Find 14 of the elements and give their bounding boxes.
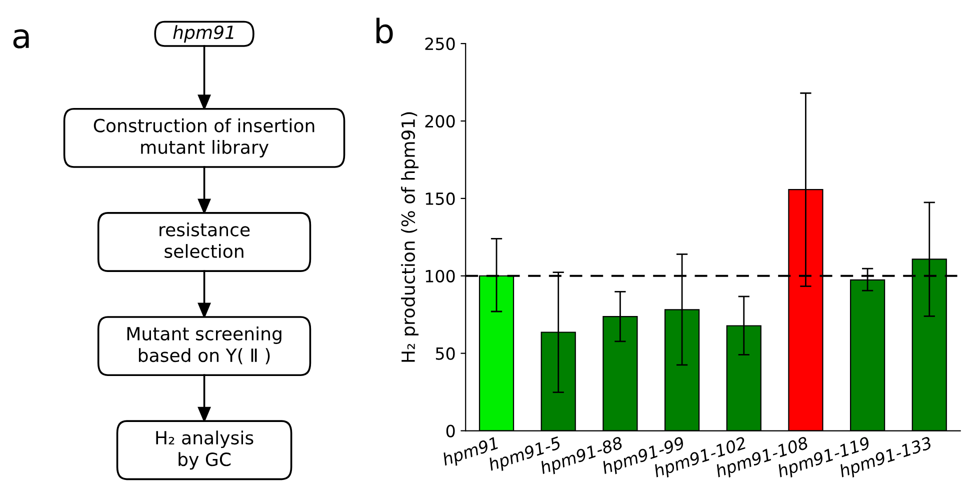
- text: b: [376, 18, 393, 44]
- y-tick-label: 150: [426, 192, 455, 206]
- y-tick-label: 0: [446, 424, 455, 438]
- y-tick-label: 200: [425, 114, 455, 128]
- y-tick-label: 50: [436, 347, 455, 360]
- y-axis-title: H₂ production (% of hpm91): [401, 112, 419, 362]
- text: H₂ analysis by GC: [156, 430, 254, 470]
- text: hpm91: [173, 25, 234, 43]
- text: Construction of insertion mutant library: [94, 118, 314, 158]
- text: resistance selection: [160, 222, 250, 258]
- y-tick-label: 100: [426, 270, 455, 282]
- text: a: [13, 29, 29, 48]
- y-tick-label: 250: [425, 38, 455, 50]
- text: Mutant screening based on Y( Ⅱ ): [127, 326, 282, 364]
